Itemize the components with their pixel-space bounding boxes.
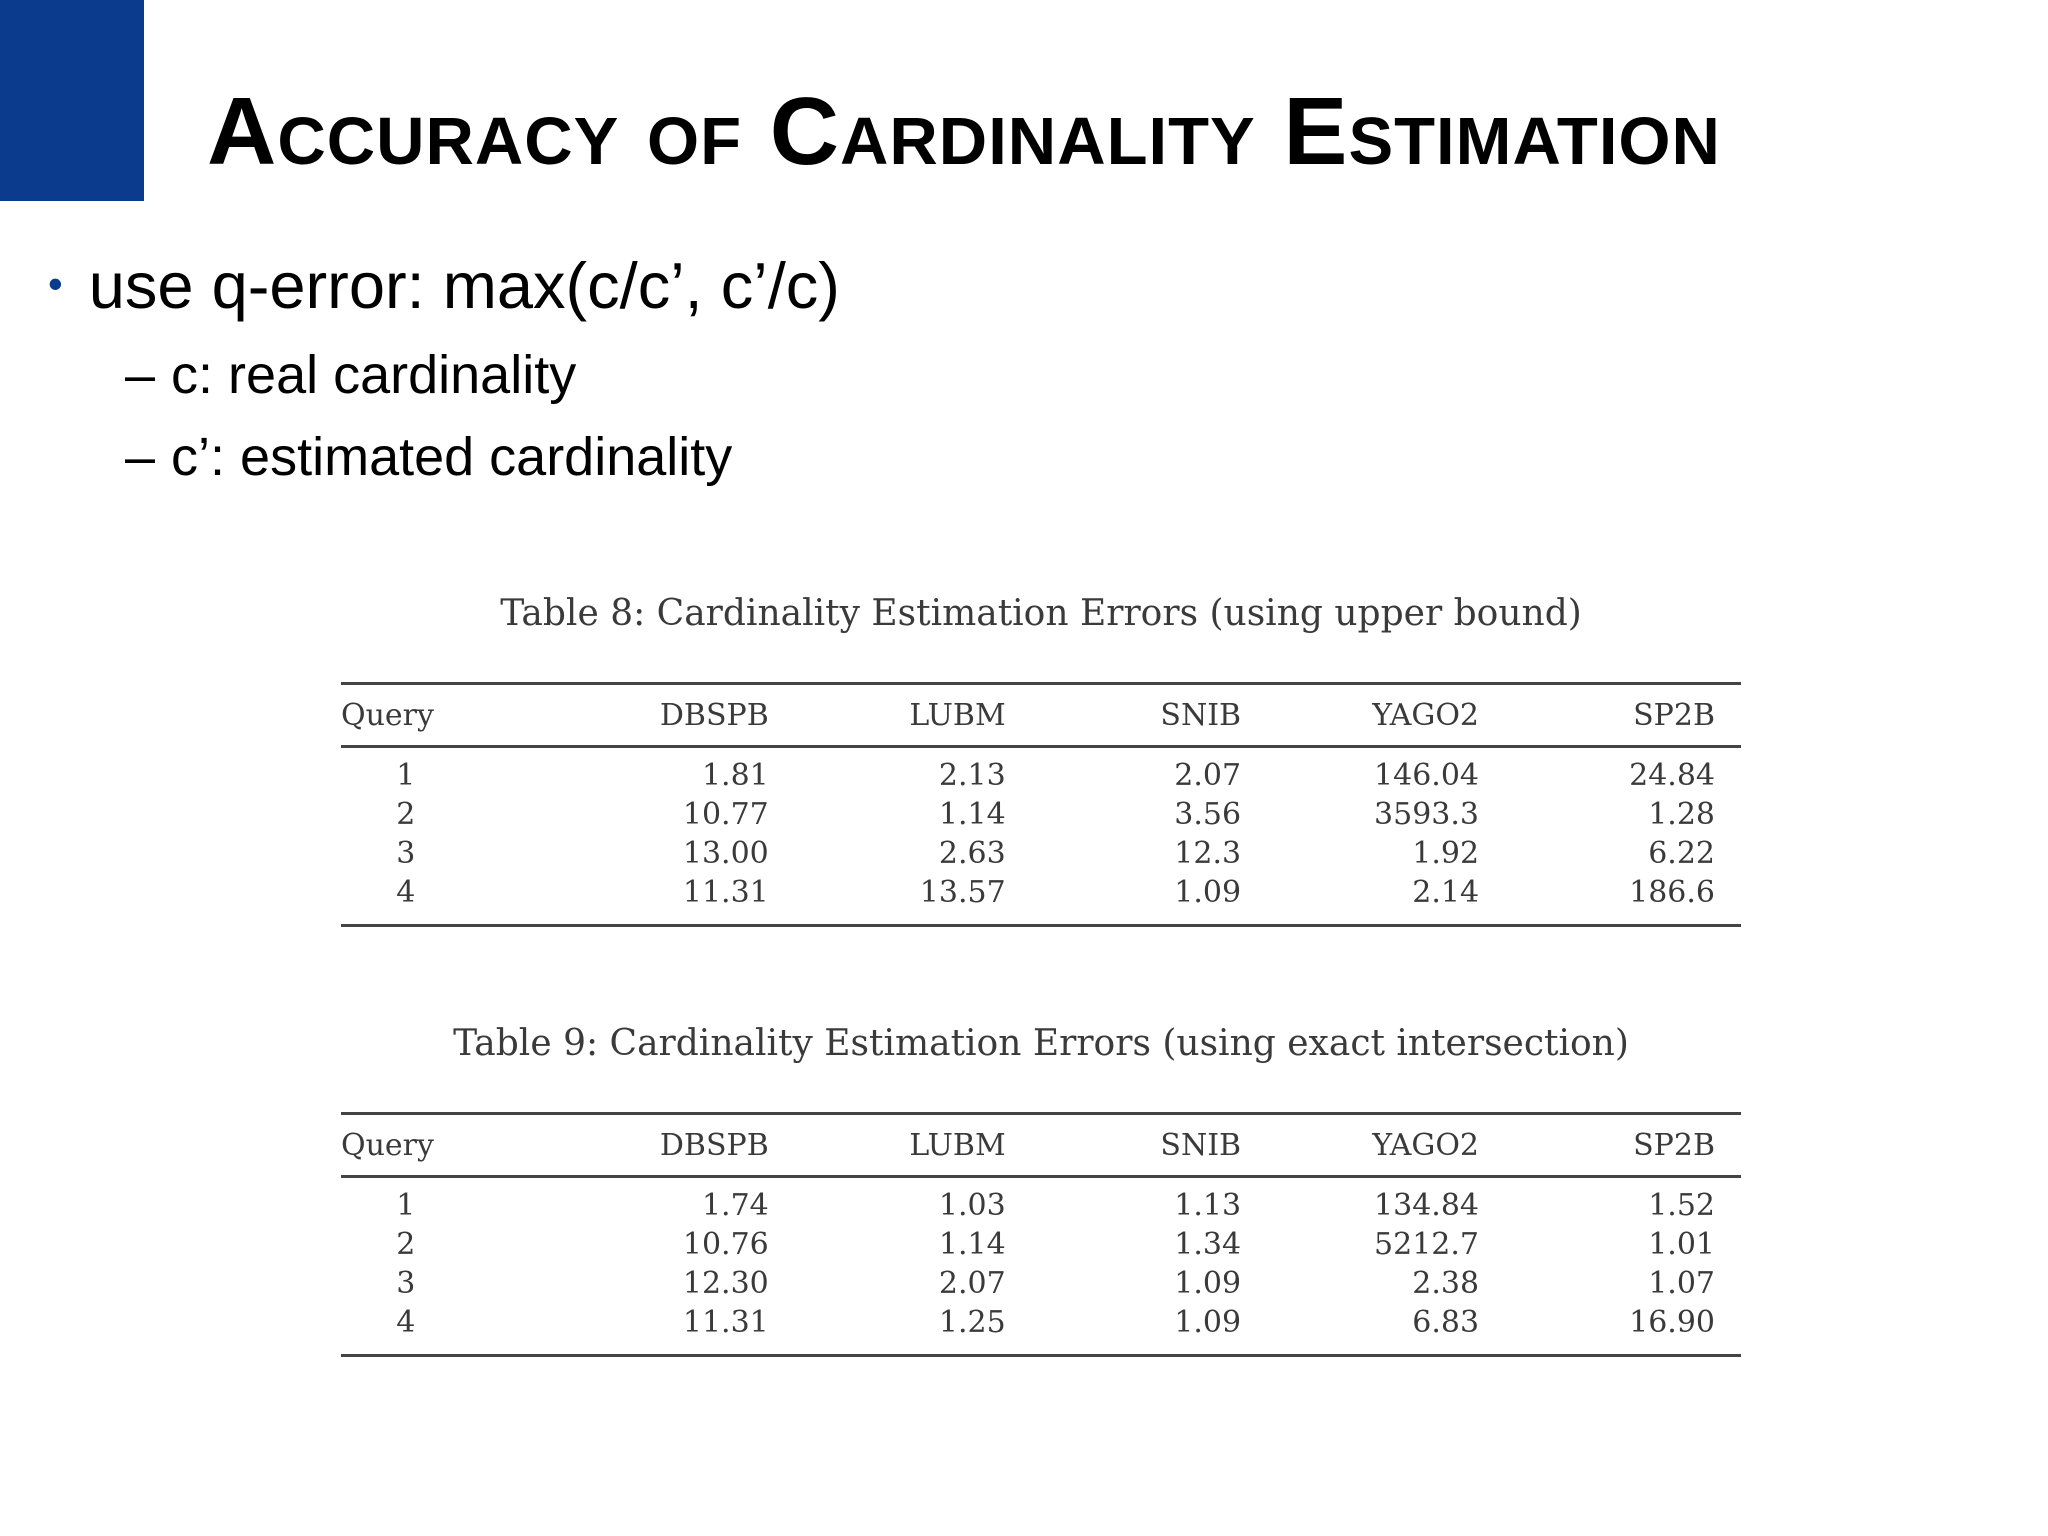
table-cell: 134.84	[1374, 1188, 1480, 1223]
table-cell: 2.38	[1412, 1266, 1480, 1301]
sub-bullet-text: c’: estimated cardinality	[171, 427, 733, 487]
table-cell: 1.07	[1648, 1266, 1715, 1301]
table-cell: 1.09	[1174, 875, 1242, 910]
table-cell: 1	[396, 758, 416, 793]
table-row: 3 12.30 2.07 1.09 2.38 1.07	[341, 1264, 1741, 1303]
table-cell: 1.14	[938, 1227, 1006, 1262]
table-cell: 1.52	[1648, 1188, 1715, 1223]
table-cell: 1.92	[1412, 836, 1480, 871]
column-header: SNIB	[1160, 697, 1242, 733]
table-row: 3 13.00 2.63 12.3 1.92 6.22	[341, 834, 1741, 873]
column-header: DBSPB	[659, 1127, 769, 1163]
column-header: Query	[341, 697, 434, 733]
table-cell: 1.01	[1648, 1227, 1715, 1262]
table-caption: Table 9: Cardinality Estimation Errors (…	[453, 1023, 1629, 1064]
table-cell: 16.90	[1629, 1305, 1715, 1340]
table-cell: 2.63	[938, 836, 1006, 871]
table-row: 4 11.31 13.57 1.09 2.14 186.6	[341, 873, 1741, 926]
data-table: Query DBSPB LUBM SNIB YAGO2 SP2B 1 1.74 …	[341, 1112, 1741, 1357]
accent-block	[0, 0, 144, 201]
table-cell: 3	[396, 1266, 416, 1301]
column-header: DBSPB	[659, 697, 769, 733]
table-cell: 1.74	[701, 1188, 769, 1223]
column-header: SP2B	[1633, 1127, 1715, 1163]
table-cell: 4	[396, 875, 416, 910]
table-cell: 1.81	[701, 758, 769, 793]
data-table: Query DBSPB LUBM SNIB YAGO2 SP2B 1 1.81 …	[341, 682, 1741, 927]
table-cell: 4	[396, 1305, 416, 1340]
column-header: SP2B	[1633, 697, 1715, 733]
table-cell: 10.76	[682, 1227, 769, 1262]
table-cell: 1.03	[938, 1188, 1006, 1223]
table-cell: 3593.3	[1374, 797, 1480, 832]
table-cell: 2.13	[938, 758, 1006, 793]
table-cell: 5212.7	[1374, 1227, 1480, 1262]
table-cell: 1.28	[1648, 797, 1715, 832]
table-cell: 1.09	[1174, 1266, 1242, 1301]
table-row: 2 10.77 1.14 3.56 3593.3 1.28	[341, 795, 1741, 834]
table-cell: 186.6	[1629, 875, 1715, 910]
table-cell: 11.31	[682, 1305, 769, 1340]
dash-icon: –	[125, 345, 156, 405]
table-row: 4 11.31 1.25 1.09 6.83 16.90	[341, 1303, 1741, 1356]
table-row: 2 10.76 1.14 1.34 5212.7 1.01	[341, 1225, 1741, 1264]
table-cell: 1.09	[1174, 1305, 1242, 1340]
table-cell: 3	[396, 836, 416, 871]
table-cell: 1.25	[938, 1305, 1006, 1340]
table-cell: 146.04	[1374, 758, 1480, 793]
table-row: 1 1.81 2.13 2.07 146.04 24.84	[341, 747, 1741, 796]
table-cell: 13.57	[919, 875, 1006, 910]
bullet-dot-icon: •	[48, 260, 63, 307]
bullet-text: use q-error: max(c/c’, c’/c)	[88, 249, 840, 322]
column-header: YAGO2	[1372, 697, 1480, 733]
table-cell: 1	[396, 1188, 416, 1223]
column-header: SNIB	[1160, 1127, 1242, 1163]
table-cell: 1.34	[1174, 1227, 1242, 1262]
column-header: LUBM	[909, 697, 1006, 733]
column-header: LUBM	[909, 1127, 1006, 1163]
sub-bullet-item: – c’: estimated cardinality	[125, 424, 732, 490]
column-header: Query	[341, 1127, 434, 1163]
table-cell: 12.3	[1174, 836, 1242, 871]
slide-title: Accuracy of Cardinality Estimation	[207, 78, 1721, 185]
table-cell: 1.14	[938, 797, 1006, 832]
table-header-row: Query DBSPB LUBM SNIB YAGO2 SP2B	[341, 683, 1741, 747]
table-cell: 2.14	[1412, 875, 1480, 910]
table-cell: 1.13	[1174, 1188, 1242, 1223]
bullet-item: • use q-error: max(c/c’, c’/c)	[48, 246, 840, 334]
table-row: 1 1.74 1.03 1.13 134.84 1.52	[341, 1177, 1741, 1226]
table-header-row: Query DBSPB LUBM SNIB YAGO2 SP2B	[341, 1113, 1741, 1177]
table-cell: 2	[396, 1227, 416, 1262]
sub-bullet-item: – c: real cardinality	[125, 342, 576, 408]
table-cell: 6.83	[1412, 1305, 1480, 1340]
table-cell: 24.84	[1629, 758, 1715, 793]
table-cell: 13.00	[682, 836, 769, 871]
table-cell: 2.07	[938, 1266, 1006, 1301]
table-cell: 12.30	[682, 1266, 769, 1301]
dash-icon: –	[125, 427, 156, 487]
table-cell: 11.31	[682, 875, 769, 910]
sub-bullet-text: c: real cardinality	[171, 345, 577, 405]
table-cell: 10.77	[682, 797, 769, 832]
table-cell: 6.22	[1648, 836, 1715, 871]
table-cell: 3.56	[1174, 797, 1242, 832]
table-cell: 2	[396, 797, 416, 832]
column-header: YAGO2	[1372, 1127, 1480, 1163]
table-cell: 2.07	[1174, 758, 1242, 793]
table-caption: Table 8: Cardinality Estimation Errors (…	[500, 593, 1582, 634]
